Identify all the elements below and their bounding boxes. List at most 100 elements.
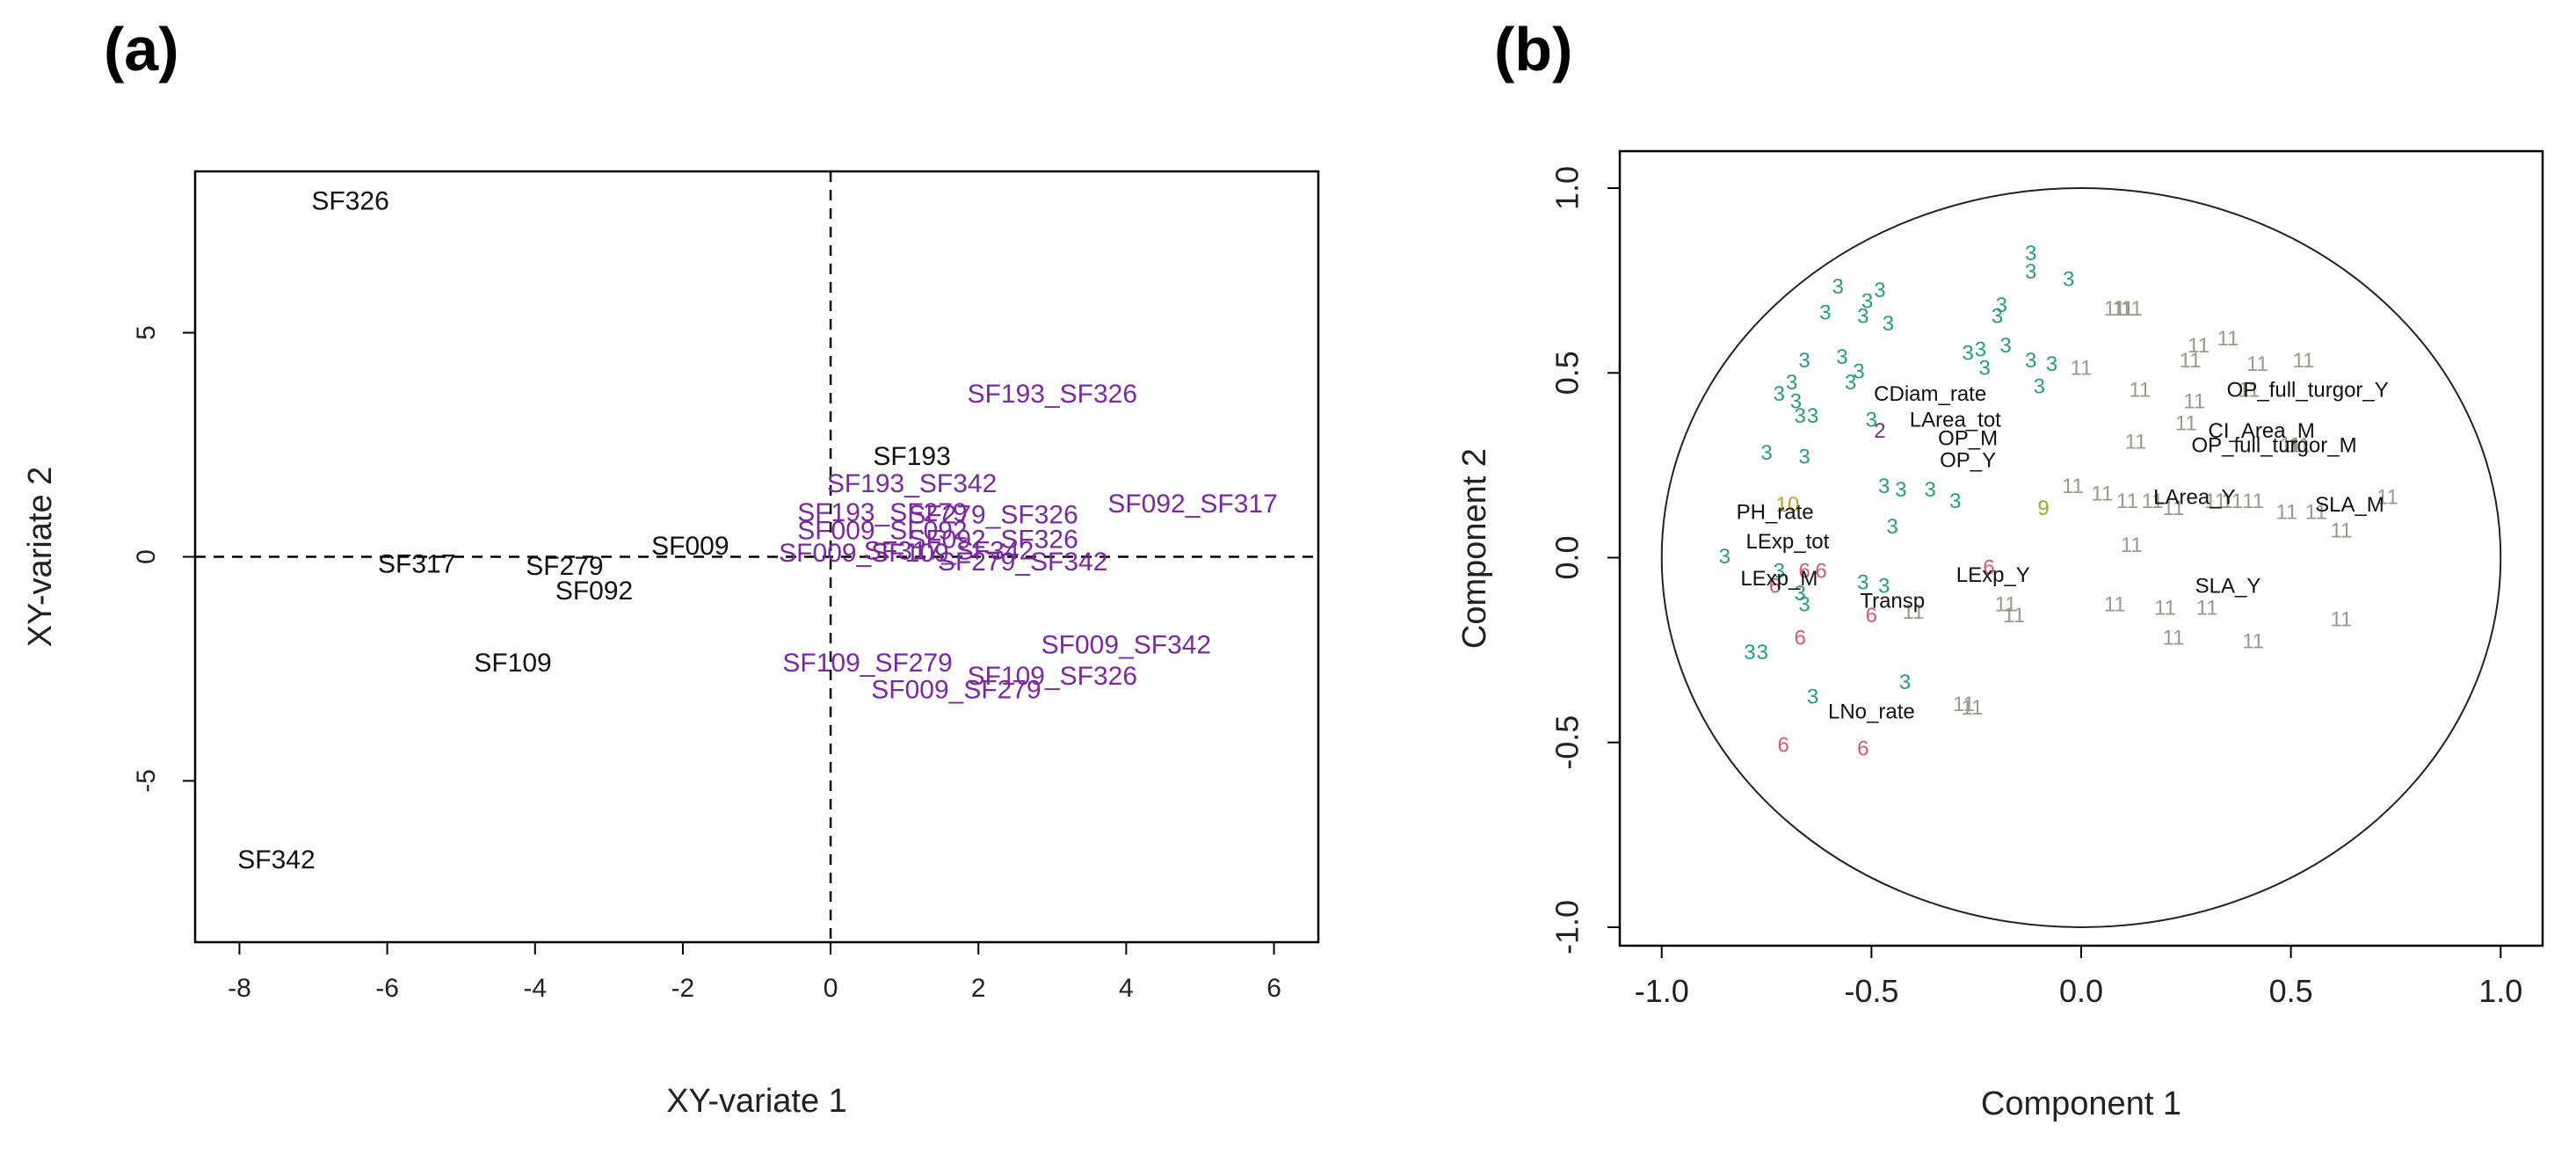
point-label-sf109: SF109 [474, 649, 551, 678]
group-marker-2: 2 [1874, 419, 1885, 443]
group-marker-3: 3 [1719, 545, 1731, 569]
panel-a-label: (a) [104, 15, 179, 83]
group-marker-11: 11 [2121, 533, 2143, 557]
group-marker-11: 11 [2154, 597, 2176, 621]
group-marker-3: 3 [1832, 275, 1844, 299]
variable-label-lexp-m: LExp_M [1740, 567, 1818, 591]
variable-label-ph-rate: PH_rate [1737, 500, 1814, 524]
group-marker-11: 11 [2221, 490, 2243, 513]
y-tick-label-b: 0.5 [1549, 351, 1586, 395]
point-label-sf009_sf092: SF009_SF092 [797, 516, 967, 545]
point-label-sf279: SF279 [526, 552, 603, 581]
group-marker-3: 3 [1774, 560, 1785, 584]
variable-label-ci-area-m: CI_Area_M [2209, 419, 2315, 443]
group-marker-3: 3 [1760, 441, 1772, 465]
group-marker-11: 11 [1953, 693, 1975, 716]
group-marker-3: 3 [1883, 312, 1894, 336]
group-marker-3: 3 [1992, 305, 2003, 329]
group-marker-3: 3 [1975, 337, 1986, 361]
variable-label-transp: Transp [1860, 589, 1925, 613]
point-label-sf317_sf342: SF317_SF342 [864, 536, 1034, 565]
group-marker-11: 11 [2175, 411, 2197, 435]
y-tick-label-b: 0.0 [1549, 535, 1586, 579]
group-marker-11: 11 [2305, 500, 2327, 524]
group-marker-11: 11 [2129, 379, 2151, 403]
x-tick-label-a: -8 [228, 974, 251, 1003]
point-label-sf193: SF193 [873, 442, 950, 471]
chart-a: -8 -6 -4 -2 0 2 4 6 -5 0 5 XY-variate 1 XY-variate 2… [22, 170, 1320, 1120]
group-marker-11: 11 [2180, 349, 2202, 373]
group-marker-11: 11 [1903, 600, 1925, 624]
group-marker-6: 6 [1857, 737, 1869, 760]
group-marker-3: 3 [1795, 404, 1806, 428]
point-label-sf193_sf326: SF193_SF326 [968, 380, 1137, 409]
group-marker-11: 11 [2242, 490, 2264, 513]
point-label-sf342: SF342 [237, 846, 315, 875]
group-marker-3: 3 [1790, 389, 1802, 413]
y-tick-label-b: -0.5 [1549, 715, 1586, 770]
x-tick-label-a: -2 [671, 974, 695, 1003]
group-marker-11: 11 [2330, 607, 2352, 631]
group-marker-11: 11 [2238, 379, 2260, 403]
group-marker-11: 11 [2125, 431, 2147, 454]
group-marker-3: 3 [2034, 374, 2045, 398]
group-marker-6: 6 [1769, 574, 1781, 598]
point-label-sf279_sf326: SF279_SF326 [908, 501, 1078, 530]
group-marker-3: 3 [1798, 349, 1810, 373]
group-marker-3: 3 [1786, 371, 1797, 395]
x-tick-label-b: 1.0 [2478, 973, 2522, 1009]
point-label-sf009: SF009 [651, 532, 729, 561]
group-marker-11: 11 [2246, 352, 2268, 376]
point-label-sf092_sf317: SF092_SF317 [1107, 490, 1277, 519]
group-marker-6: 6 [1798, 560, 1810, 584]
group-marker-3: 3 [1895, 478, 1906, 502]
variable-label-op-m: OP_M [1938, 426, 1998, 450]
y-tick-label-a: 0 [132, 549, 161, 564]
variable-label-lno-rate: LNo_rate [1828, 700, 1915, 723]
group-marker-6: 6 [1815, 560, 1826, 584]
group-marker-11: 11 [2091, 482, 2113, 505]
group-marker-3: 3 [1836, 345, 1847, 369]
point-label-sf193_sf279: SF193_SF279 [797, 498, 967, 527]
group-marker-6: 6 [1795, 626, 1806, 650]
point-label-sf092_sf326: SF092_SF326 [908, 526, 1078, 555]
point-label-sf109_sf326: SF109_SF326 [968, 662, 1137, 691]
group-marker-11: 11 [2242, 630, 2264, 654]
x-tick-label-b: -0.5 [1844, 973, 1898, 1009]
variable-label-op-full-turgor-m: OP_full_turgor_M [2191, 434, 2356, 458]
group-marker-3: 3 [1798, 593, 1810, 617]
group-marker-11: 11 [2376, 486, 2398, 510]
group-marker-3: 3 [1757, 641, 1768, 664]
group-marker-3: 3 [1845, 371, 1856, 395]
group-marker-3: 3 [1949, 490, 1961, 513]
point-label-sf009_sf342: SF009_SF342 [1041, 630, 1211, 659]
x-tick-label-a: 6 [1266, 974, 1281, 1003]
group-marker-3: 3 [2063, 268, 2074, 292]
chart-b: -1.0 -0.5 0.0 0.5 1.0 -1.0 -0.5 0.0 0.5 1.0 Compon… [1456, 149, 2544, 1122]
group-marker-11: 11 [2217, 327, 2239, 351]
point-label-sf279_sf342: SF279_SF342 [938, 548, 1107, 577]
point-label-sf317: SF317 [378, 550, 455, 579]
group-marker-10: 10 [1776, 493, 1800, 517]
correlation-circle [1660, 187, 2502, 928]
group-marker-11: 11 [2163, 497, 2185, 520]
group-marker-3: 3 [2046, 352, 2057, 376]
group-marker-3: 3 [1878, 475, 1890, 498]
x-tick-label-b: -1.0 [1635, 973, 1689, 1009]
group-marker-11: 11 [2330, 519, 2352, 542]
group-marker-3: 3 [1996, 294, 2007, 317]
x-tick-label-a: -6 [375, 974, 399, 1003]
x-tick-label-a: -4 [523, 974, 547, 1003]
group-marker-11: 11 [2196, 597, 2218, 621]
y-axis-label-b: Component 2 [1456, 448, 1493, 649]
group-marker-3: 3 [1807, 686, 1818, 709]
x-tick-label-a: 2 [971, 974, 986, 1003]
group-marker-6: 6 [1866, 604, 1877, 628]
group-marker-11: 11 [2104, 297, 2126, 321]
group-marker-11: 11 [1961, 696, 1983, 720]
group-marker-3: 3 [1925, 478, 1936, 502]
group-marker-11: 11 [2183, 389, 2205, 413]
group-marker-6: 6 [1777, 733, 1789, 757]
group-marker-3: 3 [1774, 382, 1785, 406]
group-marker-11: 11 [2071, 356, 2093, 380]
